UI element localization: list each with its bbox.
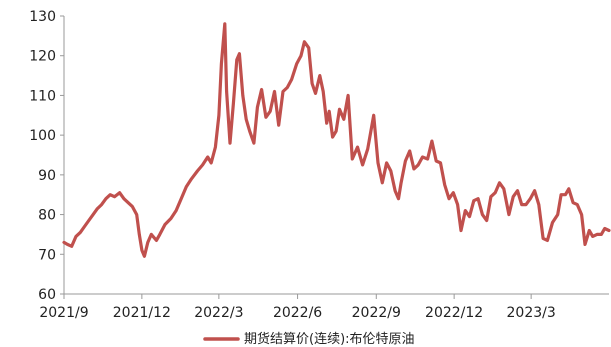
y-tick-label: 80	[38, 208, 56, 224]
y-tick-label: 60	[38, 287, 56, 303]
y-axis: 60 70 80 90 100 110 120 130	[29, 9, 65, 303]
legend-label-brent: 期货结算价(连续):布伦特原油	[244, 331, 415, 347]
x-tick-label: 2022/3	[194, 305, 243, 321]
y-tick-label: 90	[38, 168, 56, 184]
x-tick-label: 2022/9	[352, 305, 401, 321]
y-tick-label: 70	[38, 247, 56, 263]
y-tick-label: 120	[29, 49, 56, 65]
x-tick-label: 2021/9	[39, 305, 88, 321]
x-tick-label: 2022/6	[273, 305, 322, 321]
x-tick-label: 2021/12	[113, 305, 171, 321]
x-axis: 2021/9 2021/12 2022/3 2022/6 2022/9 2022/12 20…	[39, 293, 609, 321]
x-tick-label: 2022/12	[425, 305, 483, 321]
y-tick-label: 130	[29, 9, 56, 25]
y-tick-label: 110	[29, 88, 56, 104]
legend: 期货结算价(连续):布伦特原油	[203, 331, 415, 347]
series-line-brent	[62, 22, 611, 258]
series-layer	[62, 22, 611, 258]
y-tick-label: 100	[29, 128, 56, 144]
x-tick-label: 2023/3	[507, 305, 556, 321]
